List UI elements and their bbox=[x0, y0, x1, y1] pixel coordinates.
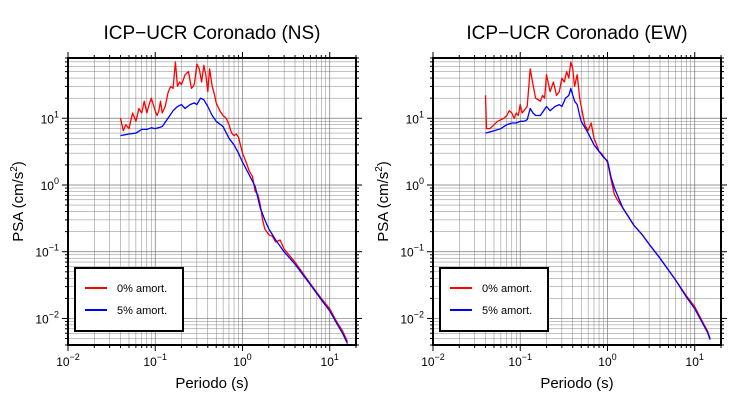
y-tick-exponent: −1 bbox=[49, 243, 59, 253]
chart-title: ICP−UCR Coronado (EW) bbox=[466, 23, 687, 44]
legend-label-1: 5% amort. bbox=[117, 305, 167, 317]
x-tick-label: 100 bbox=[233, 352, 251, 369]
y-tick-label: 10 bbox=[406, 179, 420, 193]
legend-label-0: 0% amort. bbox=[482, 283, 532, 295]
legend: 0% amort. 5% amort. bbox=[439, 267, 549, 332]
x-tick-label: 10−2 bbox=[421, 352, 445, 369]
y-tick-label: 10 bbox=[400, 246, 414, 260]
chart-title: ICP−UCR Coronado (NS) bbox=[104, 23, 321, 44]
x-tick-label: 10−1 bbox=[508, 352, 532, 369]
legend-box bbox=[439, 267, 549, 332]
y-tick-label: 10 bbox=[400, 312, 414, 326]
x-axis-label: Periodo (s) bbox=[175, 375, 248, 392]
y-tick-exponent: 0 bbox=[54, 176, 59, 186]
legend: 0% amort. 5% amort. bbox=[74, 267, 184, 332]
x-tick-label: 101 bbox=[686, 352, 704, 369]
series-line-1 bbox=[485, 87, 711, 340]
y-tick-label: 10 bbox=[41, 179, 55, 193]
x-tick-label: 101 bbox=[321, 352, 339, 369]
legend-label-0: 0% amort. bbox=[117, 283, 167, 295]
plot-frame bbox=[67, 57, 357, 346]
series-line-1 bbox=[120, 97, 349, 344]
x-tick-label: 10−1 bbox=[143, 352, 167, 369]
legend-label-1: 5% amort. bbox=[482, 305, 532, 317]
x-tick-label: 10−2 bbox=[56, 352, 80, 369]
y-tick-exponent: −2 bbox=[49, 309, 59, 319]
legend-box bbox=[74, 267, 184, 332]
y-tick-exponent: −1 bbox=[414, 243, 424, 253]
series-line-0 bbox=[119, 61, 349, 342]
y-tick-label: 10 bbox=[35, 312, 49, 326]
x-tick-label: 100 bbox=[598, 352, 616, 369]
y-tick-exponent: 1 bbox=[419, 109, 424, 119]
y-axis-label: PSA (cm/s2) bbox=[9, 161, 27, 242]
y-tick-exponent: 0 bbox=[419, 176, 424, 186]
plot-frame bbox=[432, 57, 722, 346]
y-tick-label: 10 bbox=[35, 246, 49, 260]
y-tick-label: 10 bbox=[406, 112, 420, 126]
y-tick-exponent: 1 bbox=[54, 109, 59, 119]
y-tick-label: 10 bbox=[41, 112, 55, 126]
x-axis-label: Periodo (s) bbox=[540, 375, 613, 392]
y-tick-exponent: −2 bbox=[414, 309, 424, 319]
y-axis-label: PSA (cm/s2) bbox=[374, 161, 392, 242]
